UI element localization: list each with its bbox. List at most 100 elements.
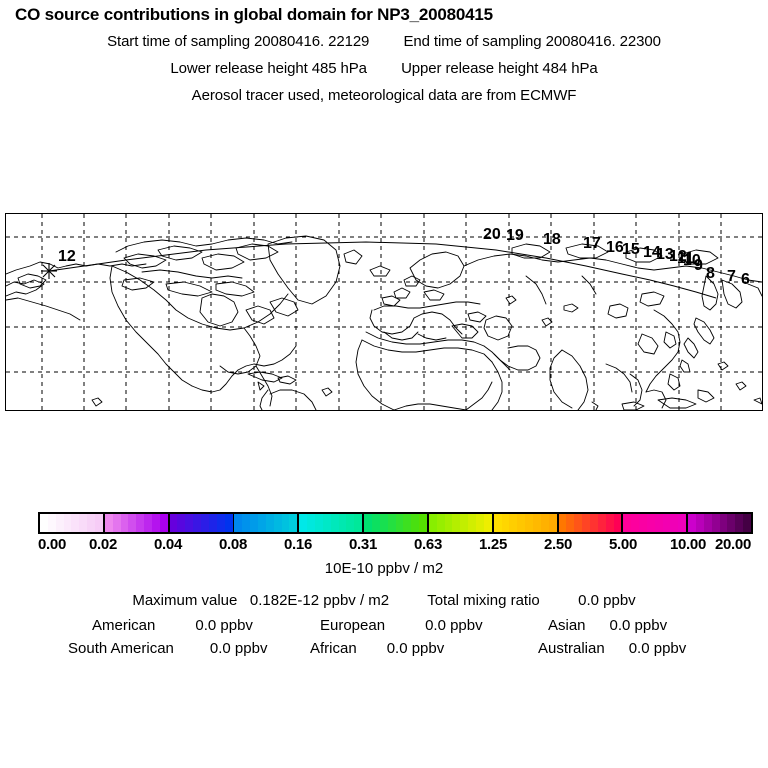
colorbar-step	[185, 514, 194, 532]
colorbar-segment-8	[558, 514, 624, 532]
colorbar-step	[87, 514, 96, 532]
colorbar-step	[354, 514, 363, 532]
colorbar-step	[169, 514, 178, 532]
colorbar-step	[662, 514, 671, 532]
colorbar-step	[234, 514, 243, 532]
colorbar-segment-1	[104, 514, 170, 532]
stats-region-row-2: South American 0.0 ppbv African 0.0 ppbv…	[0, 640, 768, 657]
colorbar-step	[387, 514, 396, 532]
lower-release-height-label: Lower release height 485 hPa	[170, 60, 367, 77]
page-title: CO source contributions in global domain…	[15, 5, 493, 24]
colorbar-step	[703, 514, 712, 532]
colorbar-step	[193, 514, 202, 532]
traj-hour-label-13: 13	[656, 246, 674, 263]
traj-hour-label-15: 15	[622, 241, 640, 258]
colorbar-segment-10	[688, 514, 751, 532]
traj-hour-label-20: 20	[483, 226, 501, 243]
traj-hour-label-16: 16	[606, 239, 624, 256]
colorbar-step	[548, 514, 557, 532]
colorbar-segment-2	[169, 514, 235, 532]
region-label-asian: Asian	[548, 617, 586, 634]
colorbar-gradient	[38, 512, 753, 534]
colorbar-step	[79, 514, 88, 532]
traj-hour-label-8: 8	[706, 265, 715, 282]
region-cell-south-american: South American 0.0 ppbv	[30, 640, 296, 657]
region-label-south-american: South American	[68, 640, 174, 657]
region-cell-american: American 0.0 ppbv	[20, 617, 320, 634]
sampling-time-line: Start time of sampling 20080416. 22129 E…	[0, 33, 768, 50]
colorbar-tick-6: 0.63	[414, 536, 442, 553]
colorbar-step	[711, 514, 720, 532]
region-label-american: American	[92, 617, 156, 634]
colorbar-step	[120, 514, 129, 532]
colorbar-step	[177, 514, 186, 532]
colorbar-step	[224, 514, 233, 532]
colorbar-step	[128, 514, 137, 532]
traj-hour-label-10: 10	[683, 252, 701, 269]
colorbar-step	[364, 514, 372, 532]
colorbar-step	[428, 514, 437, 532]
colorbar-tick-1: 0.02	[89, 536, 117, 553]
colorbar-step	[151, 514, 160, 532]
colorbar-step	[654, 514, 663, 532]
colorbar-step	[540, 514, 549, 532]
colorbar-unit-label: 10E-10 ppbv / m2	[324, 560, 444, 577]
traj-hour-label-7: 7	[727, 268, 736, 285]
colorbar-step	[104, 514, 113, 532]
release-height-line: Lower release height 485 hPa Upper relea…	[0, 60, 768, 77]
colorbar-segment-4	[299, 514, 365, 532]
total-mixing-ratio-value: 0.0 ppbv	[578, 592, 636, 609]
colorbar-step	[47, 514, 56, 532]
colorbar-step	[558, 514, 567, 532]
maximum-value-label: Maximum value	[132, 592, 238, 609]
colorbar-step	[727, 514, 736, 532]
region-label-african: African	[310, 640, 357, 657]
region-cell-australian: Australian 0.0 ppbv	[538, 640, 738, 657]
colorbar-step	[525, 514, 533, 532]
traj-hour-label-11: 11	[677, 250, 694, 267]
colorbar-step	[605, 514, 614, 532]
colorbar-step	[517, 514, 526, 532]
region-cell-asian: Asian 0.0 ppbv	[548, 617, 748, 634]
colorbar-segment-6	[428, 514, 494, 532]
colorbar-step	[299, 514, 308, 532]
colorbar-step	[483, 514, 492, 532]
colorbar-step	[273, 514, 282, 532]
region-value-australian: 0.0 ppbv	[628, 640, 687, 657]
colorbar-step	[597, 514, 606, 532]
traj-hour-label-17: 17	[583, 235, 601, 252]
colorbar-step	[250, 514, 259, 532]
colorbar-step	[678, 514, 687, 532]
release-point-label: 12	[58, 248, 76, 265]
colorbar-segment-9	[623, 514, 689, 532]
colorbar-step	[136, 514, 145, 532]
colorbar-tick-8: 2.50	[544, 536, 572, 553]
colorbar-step	[71, 514, 80, 532]
colorbar-step	[258, 514, 266, 532]
colorbar-tick-0: 0.00	[38, 536, 66, 553]
colorbar-tick-4: 0.16	[284, 536, 312, 553]
colorbar-step	[509, 514, 518, 532]
colorbar-step	[589, 514, 598, 532]
colorbar-tick-10: 10.00	[669, 536, 707, 553]
colorbar-step	[419, 514, 427, 532]
colorbar-step	[95, 514, 103, 532]
colorbar-step	[281, 514, 290, 532]
colorbar-step	[403, 514, 412, 532]
colorbar-step	[40, 514, 48, 532]
colorbar-step	[338, 514, 347, 532]
colorbar-step	[346, 514, 355, 532]
colorbar-tick-3: 0.08	[219, 536, 247, 553]
colorbar-step	[201, 514, 209, 532]
colorbar-step	[476, 514, 484, 532]
traj-hour-label-9: 9	[694, 257, 703, 274]
world-map-panel: 20 19 18 17 16 15 14 13 12 11 10 9 8 7 6…	[5, 213, 763, 411]
colorbar-step	[468, 514, 477, 532]
region-value-south-american: 0.0 ppbv	[209, 640, 268, 657]
colorbar-step	[159, 514, 168, 532]
traj-hour-label-18: 18	[543, 231, 561, 248]
colorbar-step	[532, 514, 541, 532]
colorbar-step	[631, 514, 640, 532]
start-time-label: Start time of sampling 20080416. 22129	[107, 33, 370, 50]
